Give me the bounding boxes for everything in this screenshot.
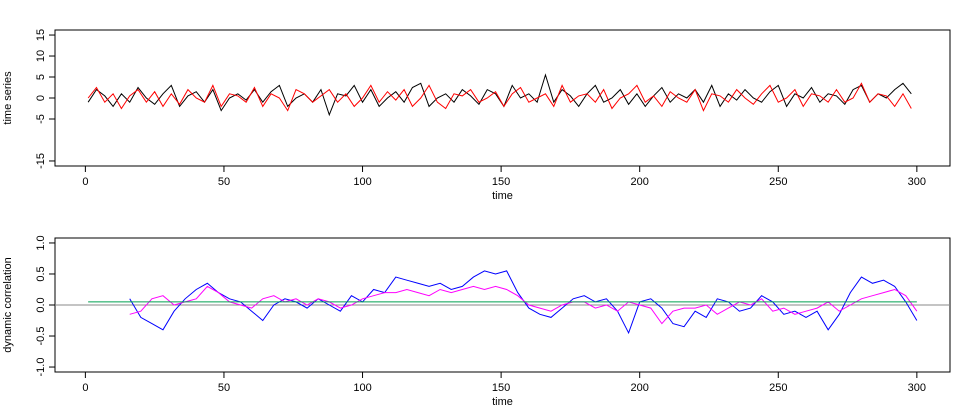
x-tick-label: 250 <box>769 382 787 394</box>
series-line <box>87 73 912 117</box>
y-tick-label: 15 <box>35 29 47 41</box>
y-tick-label: 1.0 <box>35 235 47 250</box>
y-tick-label: -0.5 <box>35 327 47 346</box>
series-line <box>129 285 918 325</box>
y-axis-label: time series <box>2 71 14 125</box>
y-tick-label: -1.0 <box>35 358 47 377</box>
x-axis-label: time <box>492 396 513 408</box>
x-tick-label: 200 <box>631 382 649 394</box>
x-tick-label: 200 <box>631 176 649 188</box>
series-line <box>87 82 912 112</box>
x-tick-label: 250 <box>769 176 787 188</box>
plot-frame <box>54 29 951 167</box>
x-axis-label: time <box>492 190 513 202</box>
y-tick-label: -5 <box>35 114 47 124</box>
x-tick-label: 100 <box>353 382 371 394</box>
x-tick-label: 50 <box>218 382 230 394</box>
x-tick-label: 100 <box>353 176 371 188</box>
y-tick-label: -15 <box>35 153 47 169</box>
x-tick-label: 300 <box>908 176 926 188</box>
y-tick-label: 5 <box>35 74 47 80</box>
y-tick-label: 0 <box>35 95 47 101</box>
x-tick-label: 150 <box>492 382 510 394</box>
x-tick-label: 0 <box>82 382 88 394</box>
x-tick-label: 300 <box>908 382 926 394</box>
x-tick-label: 150 <box>492 176 510 188</box>
y-axis-label: dynamic correlation <box>2 257 14 352</box>
y-tick-label: 0.5 <box>35 266 47 281</box>
y-tick-label: 10 <box>35 50 47 62</box>
x-tick-label: 0 <box>82 176 88 188</box>
x-tick-label: 50 <box>218 176 230 188</box>
y-tick-label: 0.0 <box>35 297 47 312</box>
